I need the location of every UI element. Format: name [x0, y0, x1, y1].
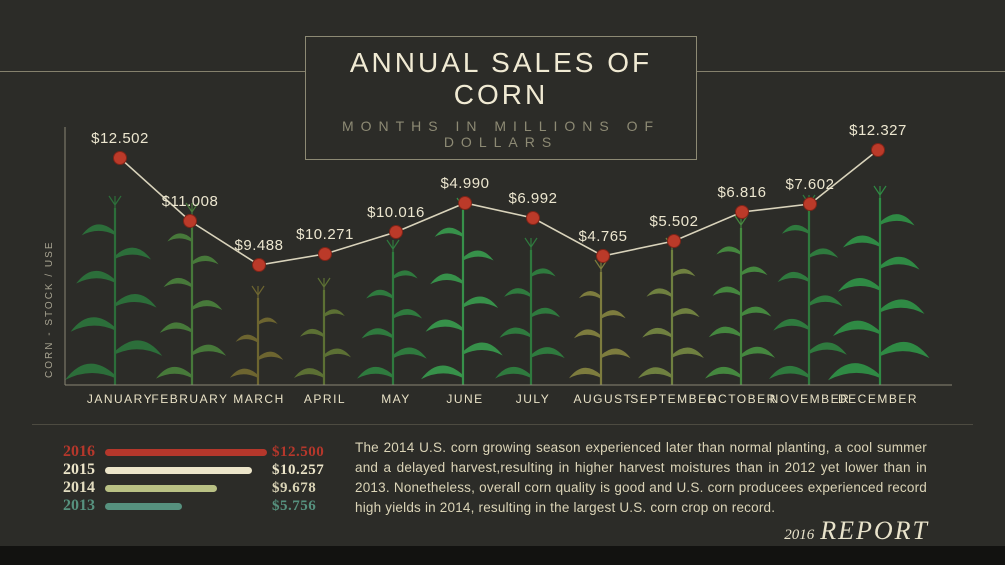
bottom-strip	[0, 546, 1005, 565]
value-label: $4.990	[441, 175, 490, 192]
report-mark: 2016 REPORT	[784, 516, 929, 546]
report-year: 2016	[784, 527, 815, 543]
month-label: JANUARY	[87, 392, 153, 406]
data-point-march	[252, 258, 266, 272]
corn-stalk-icon	[294, 277, 351, 385]
data-point-august	[596, 249, 610, 263]
value-label: $7.602	[786, 176, 835, 193]
legend-bar	[105, 449, 267, 456]
legend-bar	[105, 503, 182, 510]
month-label: SEPTEMBER	[630, 392, 718, 406]
corn-stalk-icon	[769, 194, 847, 385]
data-point-july	[526, 211, 540, 225]
chart-subtitle: MONTHS IN MILLIONS OF DOLLARS	[341, 118, 661, 150]
description-text: The 2014 U.S. corn growing season experi…	[355, 440, 927, 515]
data-point-october	[735, 205, 749, 219]
value-label: $9.488	[235, 237, 284, 254]
value-label: $10.271	[296, 226, 354, 243]
title-box: ANNUAL SALES OF CORN MONTHS IN MILLIONS …	[305, 36, 697, 160]
data-point-may	[389, 225, 403, 239]
legend-row-2013: 2013 $5.756	[35, 497, 355, 515]
legend-row-2014: 2014 $9.678	[35, 479, 355, 497]
legend-row-2016: 2016 $12.500	[35, 443, 355, 461]
corn-stalk-icon	[828, 185, 930, 385]
value-label: $4.765	[579, 228, 628, 245]
corn-stalk-icon	[569, 259, 631, 385]
year-legend: 2016 $12.500 2015 $10.257 2014 $9.678 2013 $5.7…	[35, 443, 355, 515]
section-divider	[32, 424, 973, 425]
corn-stalk-icon	[230, 285, 284, 385]
data-point-february	[183, 214, 197, 228]
legend-year-label: 2014	[63, 479, 95, 496]
month-label: MAY	[381, 392, 411, 406]
month-label: JULY	[516, 392, 550, 406]
month-label: DECEMBER	[838, 392, 918, 406]
legend-bar	[105, 485, 217, 492]
data-point-december	[871, 143, 885, 157]
month-label: JUNE	[446, 392, 483, 406]
value-label: $12.327	[849, 122, 907, 139]
chart-title: ANNUAL SALES OF CORN	[349, 47, 653, 110]
report-label: REPORT	[820, 516, 929, 545]
value-label: $5.502	[650, 213, 699, 230]
value-label: $10.016	[367, 204, 425, 221]
legend-value: $12.500	[272, 444, 325, 460]
corn-stalk-icon	[638, 237, 704, 385]
value-label: $6.992	[509, 190, 558, 207]
legend-value: $10.257	[272, 462, 325, 478]
legend-row-2015: 2015 $10.257	[35, 461, 355, 479]
legend-year-label: 2015	[63, 461, 95, 478]
legend-year-label: 2013	[63, 497, 95, 514]
corn-stalk-icon	[705, 215, 776, 385]
corn-stalk-icon	[421, 197, 503, 385]
data-point-september	[667, 234, 681, 248]
month-label: MARCH	[233, 392, 285, 406]
month-label: FEBRUARY	[151, 392, 228, 406]
value-label: $6.816	[718, 184, 767, 201]
month-label: NOVEMBER	[770, 392, 851, 406]
month-label: AUGUST	[573, 392, 632, 406]
month-label: OCTOBER	[707, 392, 777, 406]
legend-year-label: 2016	[63, 443, 95, 460]
corn-stalk-icon	[65, 195, 163, 385]
value-label: $11.008	[162, 193, 219, 210]
data-point-january	[113, 151, 127, 165]
corn-stalk-icon	[156, 202, 227, 385]
legend-value: $9.678	[272, 480, 317, 496]
data-point-april	[318, 247, 332, 261]
legend-value: $5.756	[272, 498, 317, 514]
sales-line	[119, 149, 879, 266]
month-label: APRIL	[304, 392, 346, 406]
value-label: $12.502	[91, 130, 149, 147]
data-point-november	[803, 197, 817, 211]
corn-stalk-icon	[495, 237, 565, 385]
data-point-june	[458, 196, 472, 210]
corn-stalk-icon	[357, 239, 427, 385]
legend-bar	[105, 467, 252, 474]
